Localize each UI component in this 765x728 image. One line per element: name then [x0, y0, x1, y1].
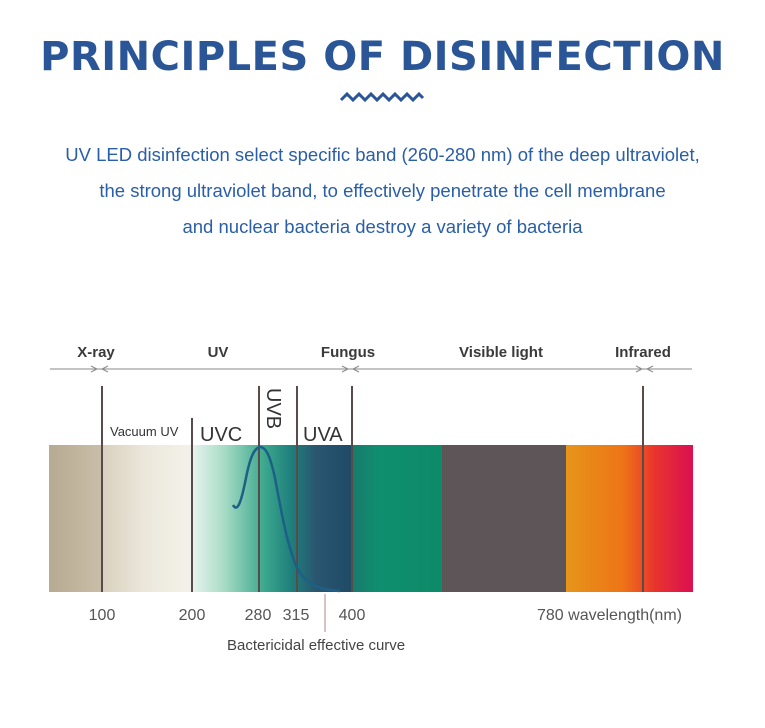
spectrum-bar	[49, 445, 693, 592]
intro-line-3: and nuclear bacteria destroy a variety o…	[182, 216, 583, 237]
tick-100: 100	[89, 607, 116, 624]
label-visible-light: Visible light	[459, 344, 543, 361]
band-visible-light	[442, 445, 566, 592]
intro-text: UV LED disinfection select specific band…	[0, 137, 765, 245]
label-vacuum-uv: Vacuum UV	[110, 424, 179, 439]
band-xray	[49, 445, 102, 592]
label-fungus: Fungus	[321, 344, 375, 361]
zigzag-wave-icon	[339, 91, 425, 103]
tick-280: 280	[245, 607, 272, 624]
page-title: PRINCIPLES OF DISINFECTION	[40, 34, 725, 80]
tick-315: 315	[283, 607, 310, 624]
label-uv: UV	[208, 344, 229, 361]
band-vacuum-uv	[102, 445, 192, 592]
tick-400: 400	[339, 607, 366, 624]
label-uvb: UVB	[262, 388, 284, 429]
label-infrared: Infrared	[615, 344, 671, 361]
label-uvc: UVC	[200, 424, 242, 446]
band-dividers	[101, 386, 644, 592]
tick-200: 200	[179, 607, 206, 624]
range-arrow-line	[50, 365, 692, 373]
tick-780: 780 wavelength(nm)	[537, 607, 682, 624]
curve-caption: Bactericidal effective curve	[227, 637, 405, 654]
label-xray: X-ray	[77, 344, 115, 361]
band-infrared	[566, 445, 693, 592]
intro-line-2: the strong ultraviolet band, to effectiv…	[99, 180, 666, 201]
intro-line-1: UV LED disinfection select specific band…	[65, 144, 700, 165]
bactericidal-curve	[231, 445, 341, 593]
label-uva: UVA	[303, 424, 343, 446]
band-fungus	[352, 445, 442, 592]
